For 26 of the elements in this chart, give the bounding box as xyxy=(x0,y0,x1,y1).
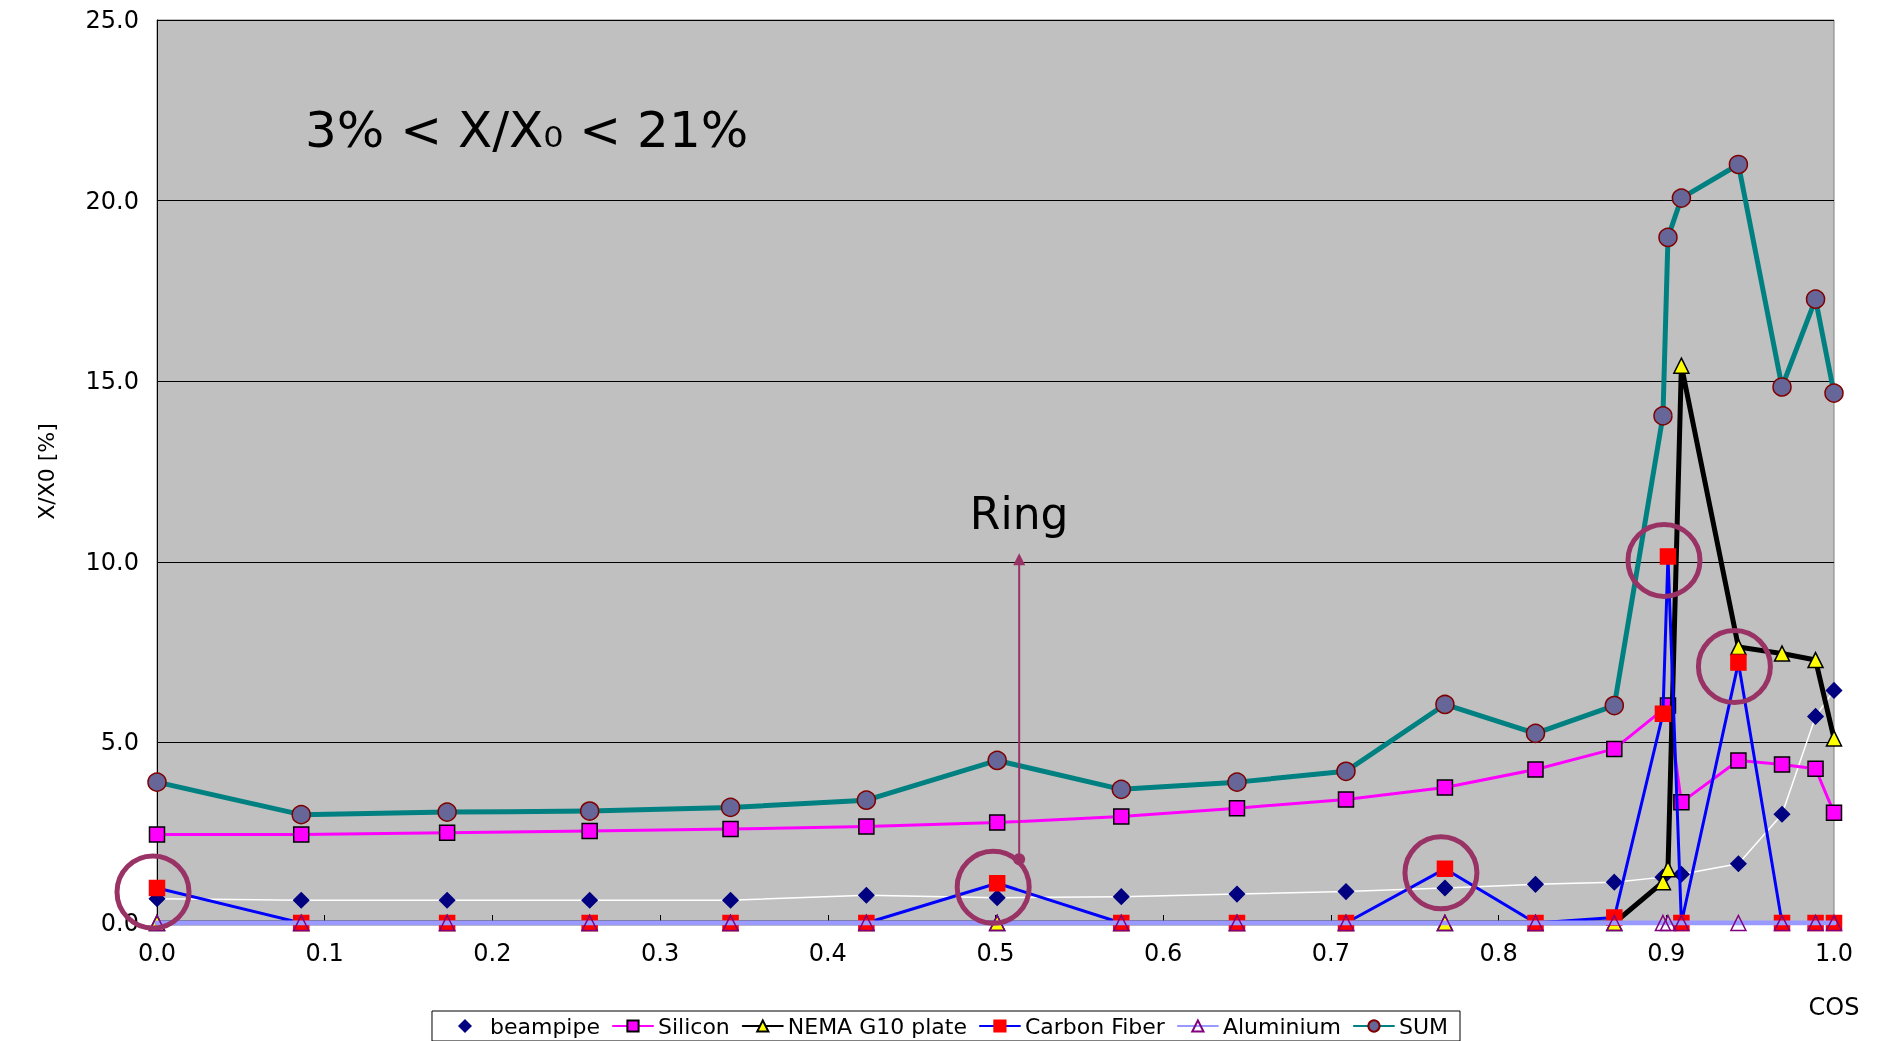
x-tick-label: 0.9 xyxy=(1647,939,1686,967)
x-tick-label: 1.0 xyxy=(1814,939,1854,967)
x-tick-label: 0.6 xyxy=(1144,939,1183,967)
x-tick-label: 0.5 xyxy=(976,939,1015,967)
legend-label: NEMA G10 plate xyxy=(787,1013,967,1039)
y-tick-label: 15.0 xyxy=(85,367,139,396)
x-axis-title: COS xyxy=(1808,993,1860,1021)
annotation: Ring xyxy=(969,487,1069,539)
x-tick-label: 0.0 xyxy=(137,939,177,967)
x-tick-label: 0.4 xyxy=(808,939,847,967)
legend-label: SUM xyxy=(1398,1013,1449,1039)
legend-label: Silicon xyxy=(657,1013,730,1039)
y-tick-label: 5.0 xyxy=(100,728,139,757)
y-tick-label: 20.0 xyxy=(85,186,139,215)
legend-label: beampipe xyxy=(489,1013,600,1039)
legend-label: Aluminium xyxy=(1222,1013,1341,1039)
y-tick-label: 10.0 xyxy=(85,547,139,576)
x-tick-label: 0.1 xyxy=(305,939,344,967)
x-tick-label: 0.7 xyxy=(1311,939,1350,967)
y-tick-label: 25.0 xyxy=(85,6,139,34)
x-tick-label: 0.2 xyxy=(473,939,512,967)
x-tick-label: 0.8 xyxy=(1479,939,1518,967)
annotation: 3% < X/X₀ < 21% xyxy=(305,101,749,159)
x-tick-label: 0.3 xyxy=(641,939,680,967)
legend-label: Carbon Fiber xyxy=(1024,1013,1166,1039)
y-axis-title: X/X0 [%] xyxy=(33,423,59,520)
